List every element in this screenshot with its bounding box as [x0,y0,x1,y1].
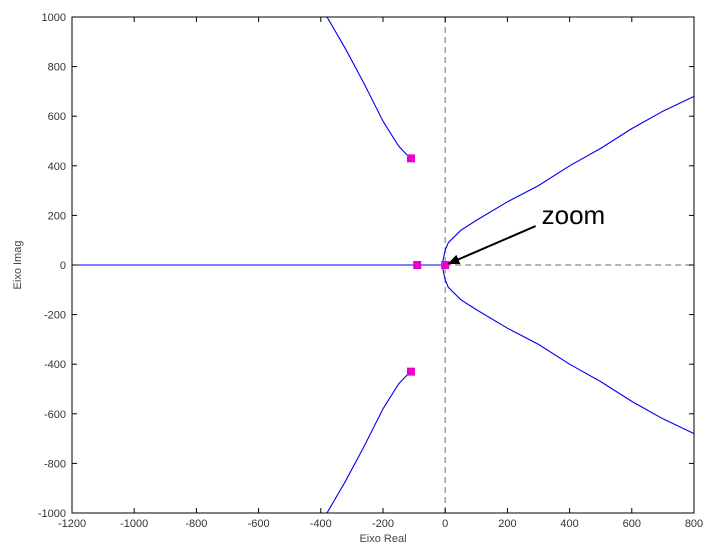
x-tick-label: 200 [498,518,516,530]
x-tick-label: 600 [623,518,641,530]
y-tick-label: -1000 [38,508,66,520]
x-tick-label: 800 [685,518,703,530]
x-tick-label: -800 [185,518,207,530]
x-tick-label: 400 [560,518,578,530]
pole-marker-4 [441,261,450,269]
locus-branch-1 [326,16,412,159]
y-tick-label: 1000 [42,12,66,24]
y-tick-label: -800 [44,458,66,470]
y-axis-label: Eixo Imag [12,241,24,290]
x-axis-ticks: -1200 -1000 -800 -600 -400 -200 0 200 400 600 800 [58,17,703,530]
y-tick-label: 200 [48,210,66,222]
y-tick-label: 400 [48,161,66,173]
x-tick-label: 0 [442,518,448,530]
annotation-arrow [447,225,537,265]
pole-marker-1 [406,154,415,163]
annotations: zoom [447,200,606,265]
y-tick-label: 800 [48,62,66,74]
y-tick-label: -400 [44,359,66,371]
y-tick-label: 0 [60,260,66,272]
y-axis-ticks: -1000 -800 -600 -400 -200 0 200 400 600 800 1000 [38,12,694,520]
x-tick-label: -1000 [120,518,148,530]
locus-branch-2 [326,371,412,514]
pole-marker-2 [406,367,415,376]
pole-markers [406,154,450,376]
locus-branch-4 [441,264,695,435]
x-tick-label: -400 [310,518,332,530]
reference-lines [444,17,694,513]
y-tick-label: 600 [48,111,66,123]
y-tick-label: -200 [44,310,66,322]
x-axis-label: Eixo Real [359,533,406,545]
annotation-label: zoom [542,200,606,230]
x-tick-label: -1200 [58,518,86,530]
pole-marker-3 [413,261,422,269]
x-tick-label: -200 [372,518,394,530]
y-tick-label: -600 [44,409,66,421]
x-tick-label: -600 [248,518,270,530]
